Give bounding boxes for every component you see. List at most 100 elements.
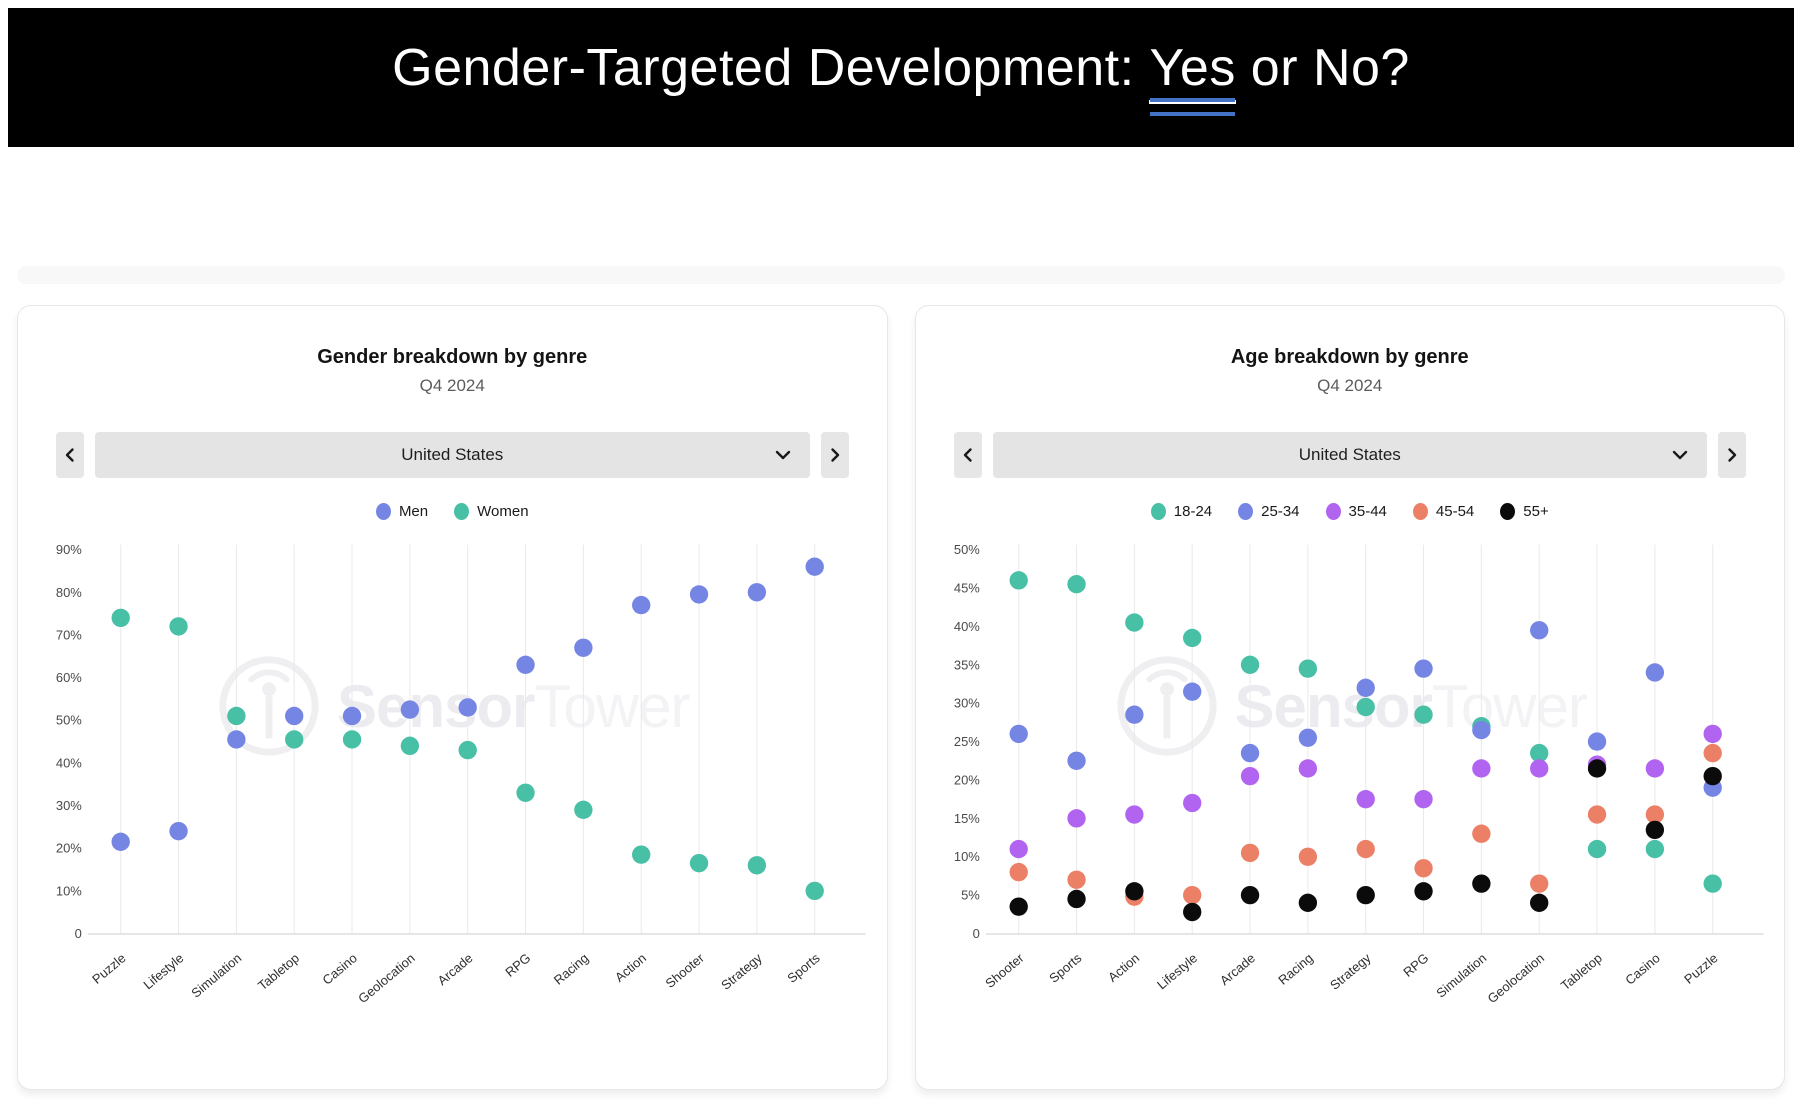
y-axis-tick-label: 30% xyxy=(56,798,82,813)
legend-dot-icon xyxy=(1150,502,1166,520)
data-point xyxy=(1009,897,1028,916)
country-select[interactable]: United States xyxy=(95,432,810,478)
data-point xyxy=(1413,859,1433,878)
data-point xyxy=(1703,743,1722,763)
data-point xyxy=(1356,678,1375,698)
legend-item[interactable]: 45-54 xyxy=(1412,502,1474,520)
legend-dot-icon xyxy=(375,502,391,520)
data-point xyxy=(1240,766,1259,786)
data-point xyxy=(574,638,593,657)
x-axis-category-label: Casino xyxy=(1622,950,1663,987)
legend-label: 55+ xyxy=(1523,502,1549,520)
y-axis-tick-label: 50% xyxy=(953,542,979,557)
country-select-value: United States xyxy=(401,445,504,464)
data-point xyxy=(1182,682,1201,701)
data-point xyxy=(1009,862,1028,882)
data-point xyxy=(1471,759,1491,778)
data-point xyxy=(342,706,362,726)
data-point xyxy=(1587,759,1606,778)
next-country-button[interactable] xyxy=(1718,432,1746,478)
legend-dot-icon xyxy=(1500,502,1516,520)
data-point xyxy=(285,730,304,749)
data-point xyxy=(400,736,420,756)
y-axis-tick-label: 40% xyxy=(953,619,979,634)
chart-title: Age breakdown by genre xyxy=(1230,346,1469,368)
slide-header: Gender-Targeted Development: Yes or No? xyxy=(8,8,1794,147)
y-axis-tick-label: 60% xyxy=(56,670,82,685)
country-select-value: United States xyxy=(1298,445,1401,464)
chart-subtitle: Q4 2024 xyxy=(419,376,485,395)
data-point xyxy=(805,881,824,901)
data-point xyxy=(1066,751,1086,770)
legend-item[interactable]: Men xyxy=(375,502,428,520)
y-axis-tick-label: 35% xyxy=(953,657,979,672)
x-axis-category-label: Simulation xyxy=(1433,950,1489,1000)
x-axis-category-label: Geolocation xyxy=(355,950,418,1004)
legend-label: 25-34 xyxy=(1261,502,1300,520)
y-axis-tick-label: 90% xyxy=(56,542,82,557)
data-point xyxy=(169,617,188,636)
prev-country-button[interactable] xyxy=(56,432,84,478)
data-point xyxy=(111,832,130,851)
data-point xyxy=(1645,839,1664,859)
x-axis-category-label: Lifestyle xyxy=(140,950,186,992)
data-point xyxy=(1645,805,1664,824)
x-axis-category-label: Sports xyxy=(784,950,823,986)
age-scatter-chart: 0 5% 10% 15% 20% 25% 30% 35% 40% 45% 50% Shooter Spo… xyxy=(953,542,1764,1004)
data-point xyxy=(1703,766,1722,786)
x-axis-category-label: Shooter xyxy=(663,950,708,991)
gender-scatter-chart: 0 10% 20% 30% 40% 50% 60% 70% 80% 90% Puzzle Lifest… xyxy=(56,542,866,1004)
x-axis-category-label: Geolocation xyxy=(1484,950,1547,1004)
legend-item[interactable]: 25-34 xyxy=(1238,502,1300,520)
legend-item[interactable]: 55+ xyxy=(1500,502,1549,520)
legend-dot-icon xyxy=(454,502,470,520)
y-axis-tick-label: 80% xyxy=(56,585,82,600)
data-point xyxy=(1240,885,1259,905)
page-title: Gender-Targeted Development: Yes or No? xyxy=(392,38,1410,116)
legend-item[interactable]: 35-44 xyxy=(1325,502,1387,520)
data-point xyxy=(1066,809,1086,828)
data-point xyxy=(689,853,709,873)
data-point xyxy=(1298,659,1317,678)
data-point xyxy=(1413,789,1433,809)
x-axis-category-label: Casino xyxy=(319,950,360,987)
data-point xyxy=(632,595,651,615)
chevron-left-icon xyxy=(65,448,74,462)
y-axis-tick-label: 25% xyxy=(953,734,979,749)
x-axis-category-label: Action xyxy=(612,950,649,985)
y-axis-tick-label: 45% xyxy=(953,581,979,596)
y-axis-tick-label: 20% xyxy=(56,841,82,856)
data-point xyxy=(111,608,130,628)
gender-chart-card: Gender breakdown by genre Q4 2024 United… xyxy=(17,305,888,1090)
chevron-right-icon xyxy=(830,448,839,462)
data-point xyxy=(1529,743,1548,763)
data-point xyxy=(1356,789,1375,809)
data-point xyxy=(1240,843,1259,863)
y-axis-tick-label: 0 xyxy=(972,926,979,941)
data-point xyxy=(1529,874,1548,893)
data-point xyxy=(1703,874,1722,893)
chevron-right-icon xyxy=(1728,448,1737,462)
chart-subtitle: Q4 2024 xyxy=(1317,376,1383,395)
data-point xyxy=(1009,571,1028,590)
country-controls: United States xyxy=(56,432,849,478)
x-axis-category-label: Puzzle xyxy=(1681,950,1720,986)
legend-item[interactable]: Women xyxy=(454,502,529,520)
next-country-button[interactable] xyxy=(820,432,849,478)
chevron-down-icon xyxy=(1672,450,1688,460)
divider-strip xyxy=(17,266,1785,284)
country-select[interactable]: United States xyxy=(992,432,1707,478)
data-point xyxy=(1645,663,1664,682)
chevron-left-icon xyxy=(963,448,972,462)
legend-label: Women xyxy=(477,502,529,520)
data-point xyxy=(1471,720,1491,740)
data-point xyxy=(1182,628,1201,648)
data-point xyxy=(1298,893,1317,912)
prev-country-button[interactable] xyxy=(953,432,982,478)
legend-item[interactable]: 18-24 xyxy=(1150,502,1212,520)
data-point xyxy=(1529,893,1548,912)
x-axis-category-label: Action xyxy=(1105,950,1142,985)
data-point xyxy=(169,821,188,841)
data-point xyxy=(1645,759,1664,778)
x-axis-category-label: Lifestyle xyxy=(1154,950,1200,992)
